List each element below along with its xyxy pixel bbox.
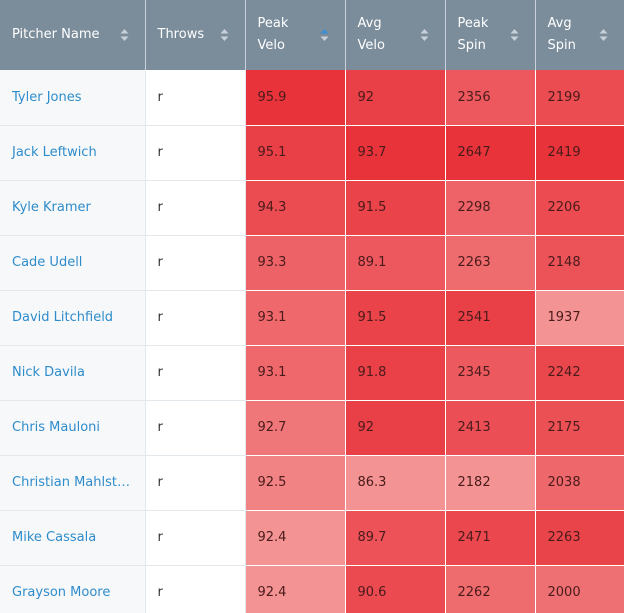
stat-cell: 2419	[535, 125, 624, 181]
throws: r	[145, 180, 246, 236]
pitcher-name[interactable]: Mike Cassala	[0, 510, 146, 566]
stat-cell: 2541	[445, 290, 536, 346]
throws: r	[145, 70, 246, 126]
sort-icon[interactable]	[420, 28, 429, 42]
table-row: Mike Cassala r 92.4 89.7 2471 2263	[0, 510, 624, 566]
table-row: Cade Udell r 93.3 89.1 2263 2148	[0, 235, 624, 291]
table-row: Jack Leftwich r 95.1 93.7 2647 2419	[0, 125, 624, 181]
pitcher-name[interactable]: Grayson Moore	[0, 565, 146, 613]
pitcher-name[interactable]: Cade Udell	[0, 235, 146, 291]
sort-icon[interactable]	[220, 28, 229, 42]
stat-cell: 91.5	[345, 180, 446, 236]
pitcher-name[interactable]: Christian Mahlst…	[0, 455, 146, 511]
stat-cell: 2038	[535, 455, 624, 511]
throws: r	[145, 400, 246, 456]
pitcher-name[interactable]: David Litchfield	[0, 290, 146, 346]
stat-cell: 2206	[535, 180, 624, 236]
header-label: Throws	[157, 27, 205, 42]
stat-cell: 93.1	[245, 345, 346, 401]
stat-cell: 94.3	[245, 180, 346, 236]
stat-cell: 93.1	[245, 290, 346, 346]
stat-cell: 2647	[445, 125, 536, 181]
table-row: Grayson Moore r 92.4 90.6 2262 2000	[0, 565, 624, 613]
stat-cell: 86.3	[345, 455, 446, 511]
header-label: Avg Spin	[547, 16, 576, 53]
sort-icon[interactable]	[120, 28, 129, 42]
throws: r	[145, 345, 246, 401]
stat-cell: 2413	[445, 400, 536, 456]
throws: r	[145, 455, 246, 511]
table-row: Kyle Kramer r 94.3 91.5 2298 2206	[0, 180, 624, 236]
header-label: Peak Velo	[257, 16, 289, 53]
stat-cell: 89.7	[345, 510, 446, 566]
stat-cell: 93.3	[245, 235, 346, 291]
header-row: Pitcher Name Throws Peak Velo Avg Velo Peak …	[0, 0, 624, 70]
stat-cell: 2000	[535, 565, 624, 613]
pitcher-name[interactable]: Kyle Kramer	[0, 180, 146, 236]
column-header[interactable]: Avg Velo	[345, 0, 446, 70]
stat-cell: 2262	[445, 565, 536, 613]
stat-cell: 92.4	[245, 510, 346, 566]
throws: r	[145, 235, 246, 291]
sort-icon[interactable]	[510, 28, 519, 42]
stat-cell: 92.4	[245, 565, 346, 613]
header-label: Peak Spin	[457, 16, 489, 53]
column-header[interactable]: Pitcher Name	[0, 0, 146, 70]
sort-icon[interactable]	[599, 28, 608, 42]
header-label: Pitcher Name	[12, 27, 100, 42]
throws: r	[145, 510, 246, 566]
stat-cell: 92.5	[245, 455, 346, 511]
table-row: Chris Mauloni r 92.7 92 2413 2175	[0, 400, 624, 456]
column-header[interactable]: Peak Spin	[445, 0, 536, 70]
stat-cell: 2242	[535, 345, 624, 401]
header-label: Avg Velo	[357, 16, 385, 53]
table-row: Nick Davila r 93.1 91.8 2345 2242	[0, 345, 624, 401]
stat-cell: 2148	[535, 235, 624, 291]
stat-cell: 91.8	[345, 345, 446, 401]
pitcher-name[interactable]: Chris Mauloni	[0, 400, 146, 456]
stat-cell: 92.7	[245, 400, 346, 456]
stat-cell: 2182	[445, 455, 536, 511]
throws: r	[145, 125, 246, 181]
throws: r	[145, 565, 246, 613]
table-row: Christian Mahlst… r 92.5 86.3 2182 2038	[0, 455, 624, 511]
column-header[interactable]: Peak Velo	[245, 0, 346, 70]
stat-cell: 2263	[535, 510, 624, 566]
stat-cell: 2356	[445, 70, 536, 126]
column-header[interactable]: Avg Spin	[535, 0, 624, 70]
stat-cell: 93.7	[345, 125, 446, 181]
table-row: David Litchfield r 93.1 91.5 2541 1937	[0, 290, 624, 346]
pitcher-name[interactable]: Tyler Jones	[0, 70, 146, 126]
throws: r	[145, 290, 246, 346]
table-body: Tyler Jones r 95.9 92 2356 2199 Jack Leftwich r…	[0, 70, 624, 613]
table-row: Tyler Jones r 95.9 92 2356 2199	[0, 70, 624, 126]
stat-cell: 2471	[445, 510, 536, 566]
stat-cell: 1937	[535, 290, 624, 346]
stat-cell: 2199	[535, 70, 624, 126]
sort-icon[interactable]	[320, 28, 329, 42]
stat-cell: 89.1	[345, 235, 446, 291]
stat-cell: 2263	[445, 235, 536, 291]
column-header[interactable]: Throws	[145, 0, 246, 70]
stat-cell: 90.6	[345, 565, 446, 613]
stat-cell: 2175	[535, 400, 624, 456]
stat-cell: 95.9	[245, 70, 346, 126]
stat-cell: 91.5	[345, 290, 446, 346]
stat-cell: 2298	[445, 180, 536, 236]
stat-cell: 92	[345, 400, 446, 456]
pitcher-name[interactable]: Jack Leftwich	[0, 125, 146, 181]
stat-cell: 95.1	[245, 125, 346, 181]
stat-cell: 92	[345, 70, 446, 126]
stat-cell: 2345	[445, 345, 536, 401]
pitcher-name[interactable]: Nick Davila	[0, 345, 146, 401]
